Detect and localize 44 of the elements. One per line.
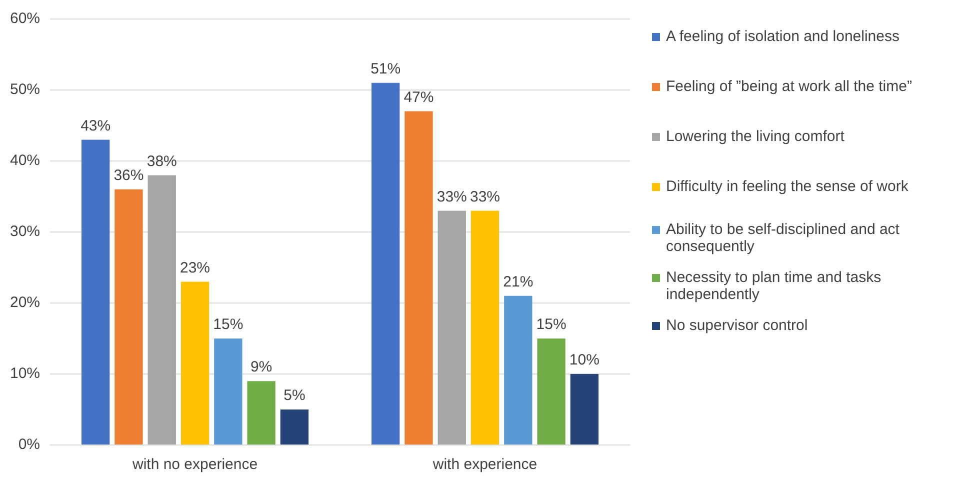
bar xyxy=(280,410,309,444)
data-label: 38% xyxy=(146,152,177,170)
y-tick-label: 20% xyxy=(10,294,40,312)
data-label: 15% xyxy=(213,316,244,334)
bar xyxy=(537,338,566,444)
bar xyxy=(371,82,400,444)
x-tick-label: with experience xyxy=(432,456,538,474)
y-tick-label: 40% xyxy=(10,152,40,170)
data-label: 5% xyxy=(284,387,306,404)
data-label: 43% xyxy=(80,117,111,134)
bar xyxy=(180,282,210,444)
y-tick-label: 0% xyxy=(18,436,40,454)
bar xyxy=(214,338,242,444)
data-label: 36% xyxy=(114,167,144,184)
data-label: 33% xyxy=(436,188,467,206)
legend-label: A feeling of isolation and loneliness xyxy=(666,28,900,45)
legend-label: Necessity to plan time and tasks independently xyxy=(666,269,882,303)
data-label: 9% xyxy=(250,358,272,376)
bar xyxy=(570,374,599,444)
data-label: 21% xyxy=(503,274,534,291)
data-label: 10% xyxy=(569,352,600,369)
bar xyxy=(148,175,176,444)
bar xyxy=(504,296,532,444)
y-tick-label: 50% xyxy=(10,81,40,98)
y-tick-label: 60% xyxy=(10,10,40,28)
data-label: 47% xyxy=(404,88,434,106)
bar xyxy=(404,111,433,444)
bar xyxy=(438,210,466,444)
legend-label: No supervisor control xyxy=(666,317,808,334)
legend-label: Ability to be self-disciplined and act consequently xyxy=(666,221,900,255)
data-label: 15% xyxy=(536,316,566,334)
y-tick-label: 10% xyxy=(10,365,40,382)
bar xyxy=(247,381,276,444)
data-label: 23% xyxy=(180,259,210,276)
legend-label: Difficulty in feeling the sense of work xyxy=(666,178,908,195)
bar xyxy=(470,210,500,444)
legend-label: Feeling of ”being at work all the time” xyxy=(666,78,912,95)
bar xyxy=(114,189,143,444)
y-tick-label: 30% xyxy=(10,223,40,240)
x-tick-label: with no experience xyxy=(131,456,258,474)
legend-label: Lowering the living comfort xyxy=(666,128,844,145)
bar xyxy=(82,140,110,444)
data-label: 33% xyxy=(470,188,500,206)
data-label: 51% xyxy=(370,60,401,78)
